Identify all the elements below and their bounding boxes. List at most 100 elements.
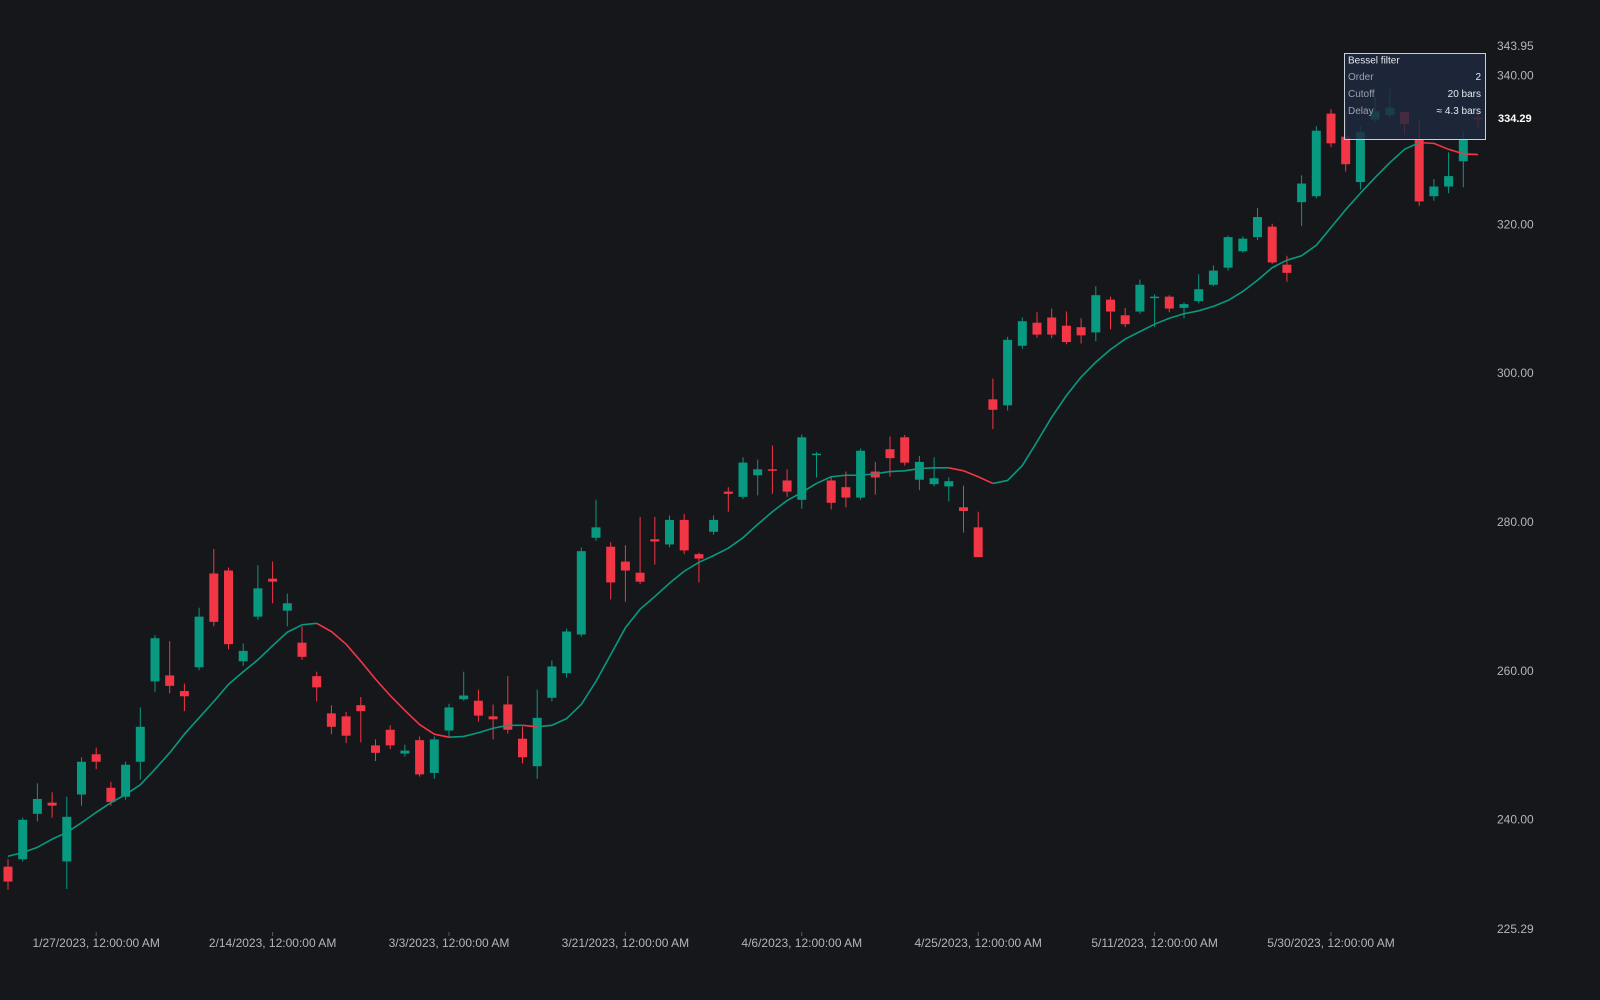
candle-body [738, 462, 748, 497]
candle-body [650, 539, 660, 542]
candle-body [77, 761, 86, 795]
candle-body [47, 802, 57, 806]
legend-row-label: Delay [1348, 106, 1374, 117]
candle-body [356, 705, 366, 712]
candle-body [591, 527, 601, 538]
x-tick-label: 1/27/2023, 12:00:00 AM [32, 936, 159, 950]
candle-body [812, 453, 821, 456]
candle-body [91, 754, 101, 762]
legend-row-value: ≈ 4.3 bars [1437, 106, 1481, 117]
candle-body [797, 437, 807, 500]
candle-body [429, 739, 439, 773]
x-tick-label: 4/6/2023, 12:00:00 AM [741, 936, 862, 950]
candle-body [900, 437, 910, 463]
candle-body [1179, 304, 1189, 308]
legend-row-value: 20 bars [1448, 89, 1481, 100]
filter-line [7, 622, 317, 858]
candle-body [3, 866, 13, 882]
candle-body [194, 616, 204, 668]
candle-body [826, 480, 836, 503]
candle-body [238, 650, 248, 662]
last-price-label: 334.29 [1498, 113, 1532, 125]
y-tick-label: 300.00 [1497, 366, 1534, 380]
candle-body [1282, 264, 1292, 273]
candle-body [1032, 322, 1042, 335]
candle-body [988, 399, 998, 410]
y-tick-label: 320.00 [1497, 217, 1534, 231]
candle-body [709, 519, 719, 532]
candle-body [371, 745, 380, 753]
candle-body [694, 554, 704, 559]
candle-body [841, 487, 851, 498]
candle-body [767, 469, 777, 471]
candle-body [282, 603, 292, 611]
candle-body [268, 578, 278, 582]
candle-body [1223, 237, 1233, 268]
x-tick-label: 2/14/2023, 12:00:00 AM [209, 936, 336, 950]
y-tick-label: 260.00 [1497, 664, 1534, 678]
x-tick-label: 5/30/2023, 12:00:00 AM [1267, 936, 1394, 950]
x-tick-label: 3/3/2023, 12:00:00 AM [389, 936, 510, 950]
candle-body [1444, 176, 1454, 187]
y-axis-max: 343.95 [1497, 39, 1534, 53]
legend-row-label: Cutoff [1348, 89, 1375, 100]
candle-body [1076, 327, 1086, 336]
candle-body [1135, 284, 1145, 312]
candle-body [32, 798, 42, 814]
candle-body [473, 700, 483, 716]
candle-body [18, 819, 28, 860]
candle-body [1341, 136, 1351, 165]
candle-body [1208, 270, 1218, 285]
candle-body [856, 450, 866, 498]
candle-body [782, 480, 792, 492]
candle-body [1120, 315, 1130, 325]
candle-body [1355, 132, 1365, 183]
candle-body [532, 717, 542, 767]
candle-body [224, 570, 233, 645]
candle-body [1194, 289, 1204, 302]
candle-body [679, 519, 689, 551]
y-tick-label: 340.00 [1497, 69, 1534, 83]
x-tick-label: 5/11/2023, 12:00:00 AM [1091, 936, 1218, 950]
y-tick-label: 240.00 [1497, 813, 1534, 827]
candle-body [415, 740, 425, 775]
candle-body [973, 527, 983, 558]
candle-body [135, 726, 145, 762]
candle-body [1164, 296, 1174, 309]
filter-line [522, 724, 538, 728]
candle-body [665, 519, 674, 545]
candle-body [62, 816, 72, 862]
candle-body [1238, 238, 1248, 252]
candle-body [297, 642, 307, 657]
candle-body [1414, 139, 1424, 202]
candle-body [562, 631, 572, 674]
candle-body [400, 750, 410, 754]
candle-body [150, 638, 160, 682]
candle-body [444, 707, 454, 731]
x-tick-label: 3/21/2023, 12:00:00 AM [562, 936, 689, 950]
legend-row-label: Order [1348, 72, 1374, 83]
candle-body [944, 481, 954, 487]
filter-line [537, 467, 949, 728]
candle-body [1253, 217, 1262, 238]
candle-body [1106, 299, 1115, 312]
candle-body [620, 561, 630, 571]
candle-body [341, 716, 351, 736]
candle-body [885, 449, 895, 459]
candle-body [1311, 130, 1321, 197]
candle-body [914, 461, 924, 480]
legend: Bessel filter Order 2 Cutoff 20 bars Delay ≈ 4… [1344, 53, 1486, 140]
candle-body [1297, 183, 1307, 203]
candle-body [312, 676, 322, 688]
candle-body [1047, 317, 1057, 335]
candle-body [1003, 339, 1013, 406]
filter-line [948, 467, 994, 485]
candle-body [723, 491, 733, 494]
candle-body [1458, 138, 1468, 162]
candle-body [1061, 325, 1071, 343]
candle-body [547, 666, 557, 698]
candle-body [459, 695, 469, 700]
candle-body [385, 729, 395, 746]
legend-box [1344, 53, 1486, 140]
